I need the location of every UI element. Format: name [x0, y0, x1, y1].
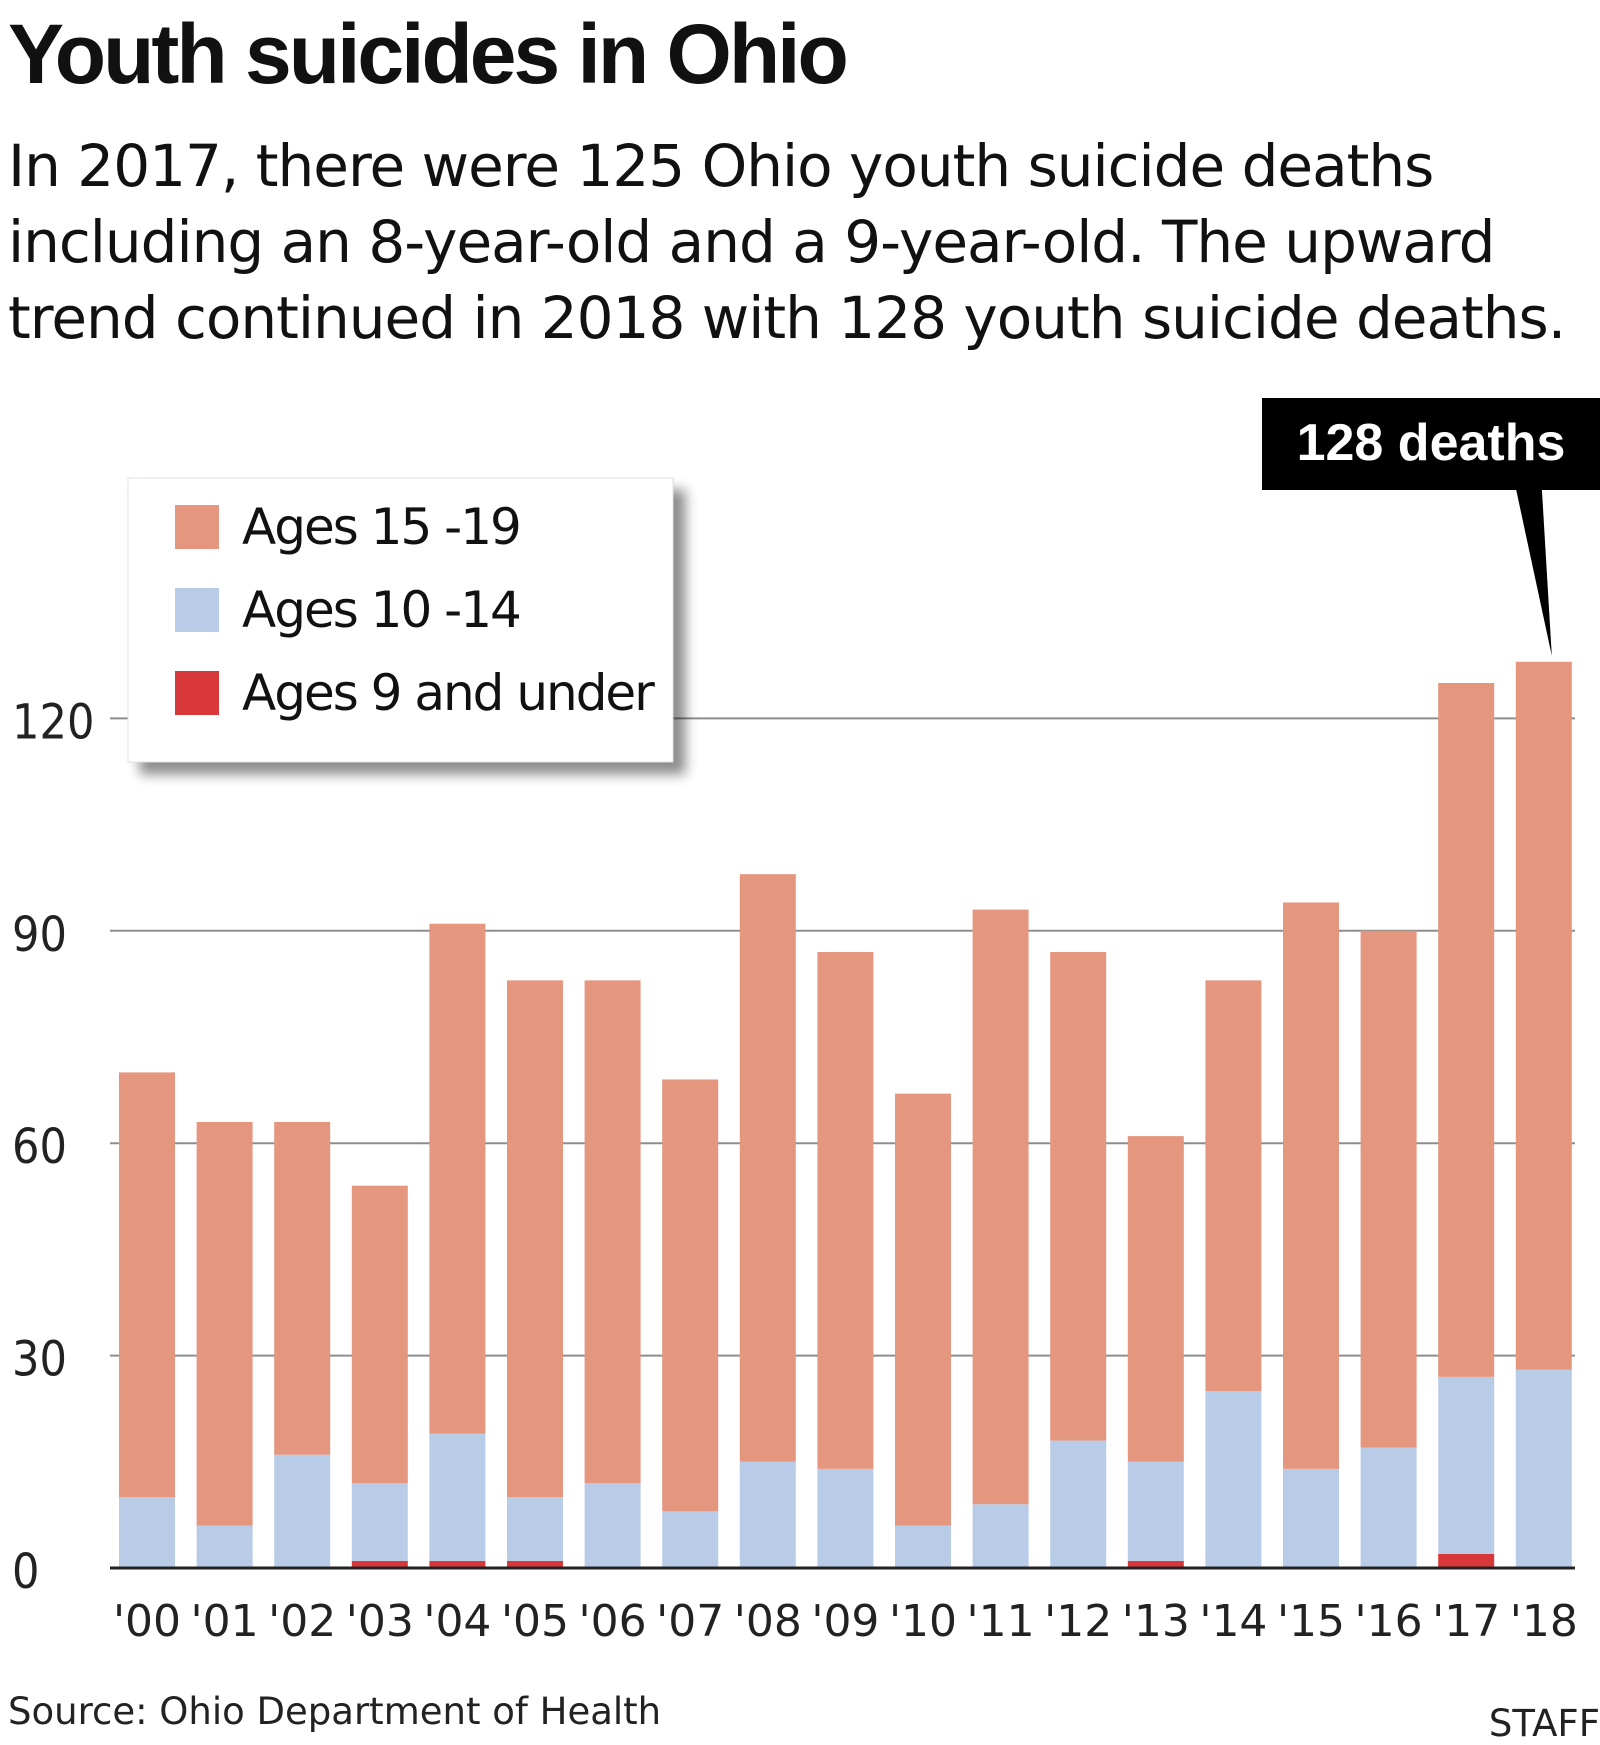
x-tick-label: '01: [191, 1596, 259, 1647]
bar-segment: [1050, 1440, 1107, 1568]
legend-swatch: [175, 671, 219, 715]
y-axis-ticks: 0 30 60 90 120: [12, 694, 94, 1600]
source-note: Source: Ohio Department of Health: [8, 1690, 662, 1733]
x-tick-label: '08: [734, 1596, 802, 1647]
bar-segment: [1127, 1136, 1184, 1462]
legend-label: Ages 9 and under: [242, 664, 655, 722]
bar-segment: [817, 1468, 874, 1568]
chart-title: Youth suicides in Ohio: [8, 7, 849, 101]
bar-segment: [196, 1525, 253, 1568]
x-tick-label: '14: [1199, 1596, 1267, 1647]
x-tick-label: '06: [579, 1596, 647, 1647]
x-tick-label: '16: [1355, 1596, 1423, 1647]
bar-segment: [507, 980, 563, 1498]
x-tick-label: '18: [1510, 1596, 1578, 1647]
bar-segment: [817, 952, 874, 1469]
bars: [119, 661, 1572, 1568]
bar-segment: [507, 1560, 563, 1568]
y-tick-label: 30: [12, 1332, 67, 1388]
bar-segment: [739, 874, 796, 1462]
bar-segment: [1127, 1461, 1184, 1561]
bar-segment: [1205, 980, 1262, 1391]
bar-segment: [1050, 952, 1107, 1441]
x-tick-label: '11: [967, 1596, 1035, 1647]
bar-segment: [1205, 1391, 1262, 1568]
legend: Ages 15 -19 Ages 10 -14 Ages 9 and under: [127, 477, 674, 763]
y-tick-label: 0: [12, 1544, 39, 1600]
bar-segment: [662, 1511, 719, 1568]
annotation-box: [1262, 398, 1600, 490]
bar-segment: [351, 1560, 408, 1568]
bar-segment: [895, 1525, 951, 1568]
bar-segment: [1127, 1560, 1184, 1568]
x-tick-label: '17: [1432, 1596, 1500, 1647]
credit-note: STAFF: [1488, 1702, 1600, 1745]
bar-segment: [1438, 1376, 1495, 1554]
annotation-label: 128 deaths: [1297, 414, 1566, 472]
bar-segment: [972, 1504, 1029, 1568]
bar-segment: [429, 923, 486, 1434]
bar-segment: [429, 1433, 486, 1561]
bar-segment: [662, 1079, 719, 1512]
bar-segment: [1283, 902, 1339, 1469]
bar-segment: [429, 1560, 486, 1568]
bar-segment: [1283, 1468, 1339, 1568]
bar-segment: [1438, 683, 1495, 1377]
x-tick-label: '10: [889, 1596, 957, 1647]
y-tick-label: 60: [12, 1119, 67, 1175]
x-tick-label: '03: [346, 1596, 414, 1647]
bar-segment: [119, 1072, 175, 1498]
x-tick-label: '13: [1122, 1596, 1190, 1647]
x-axis-ticks: '00'01'02'03'04'05'06'07'08'09'10'11'12 '…: [113, 1596, 1578, 1647]
bar-segment: [351, 1483, 408, 1561]
x-tick-label: '07: [656, 1596, 724, 1647]
bar-segment: [196, 1121, 253, 1526]
x-tick-label: '04: [423, 1596, 491, 1647]
bar-segment: [584, 1483, 641, 1568]
bar-segment: [584, 980, 641, 1484]
bar-segment: [274, 1121, 331, 1455]
bar-segment: [119, 1497, 175, 1568]
bar-segment: [274, 1454, 331, 1568]
x-tick-label: '15: [1277, 1596, 1345, 1647]
bar-segment: [739, 1461, 796, 1568]
legend-label: Ages 10 -14: [242, 581, 520, 639]
bar-segment: [972, 909, 1029, 1505]
bar-segment: [351, 1185, 408, 1484]
chart-subtitle: In 2017, there were 125 Ohio youth suici…: [8, 132, 1566, 352]
bar-segment: [1438, 1553, 1495, 1568]
bar-segment: [1360, 1447, 1417, 1568]
bar-segment: [895, 1093, 951, 1526]
x-tick-label: '09: [811, 1596, 879, 1647]
legend-swatch: [175, 505, 219, 549]
x-tick-label: '00: [113, 1596, 181, 1647]
bar-segment: [1515, 1369, 1572, 1568]
y-tick-label: 120: [12, 694, 94, 750]
x-tick-label: '05: [501, 1596, 569, 1647]
legend-label: Ages 15 -19: [242, 498, 520, 556]
annotation-callout: 128 deaths: [1262, 398, 1600, 656]
bar-segment: [1360, 930, 1417, 1448]
x-tick-label: '12: [1044, 1596, 1112, 1647]
bar-segment: [507, 1497, 563, 1561]
bar-segment: [1515, 661, 1572, 1370]
annotation-pointer: [1515, 488, 1552, 656]
legend-swatch: [175, 588, 219, 632]
x-tick-label: '02: [268, 1596, 336, 1647]
y-tick-label: 90: [12, 907, 67, 963]
